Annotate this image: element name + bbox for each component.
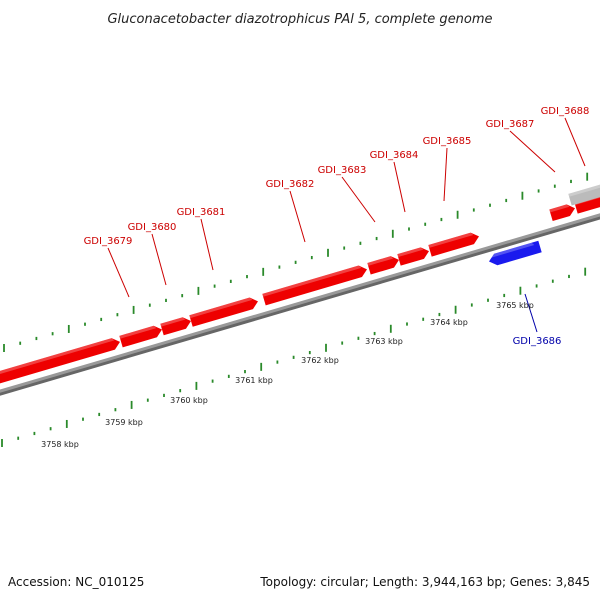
- gene-arrow-gdi-3684[interactable]: [397, 245, 430, 266]
- ruler-label: 3763 kbp: [365, 337, 403, 346]
- backbone-shadow: [0, 214, 600, 396]
- gene-arrow-body: [189, 297, 259, 327]
- ruler-label: 3762 kbp: [301, 356, 339, 365]
- leader-line-gdi-3681: [200, 218, 214, 271]
- gene-features: [0, 184, 600, 386]
- gene-label-gdi-3686[interactable]: GDI_3686: [513, 336, 562, 347]
- gene-arrow-body: [160, 317, 191, 336]
- ruler-label: 3760 kbp: [170, 396, 208, 405]
- gene-arrow-highlight: [428, 232, 474, 248]
- gene-arrow-gdi-3685[interactable]: [428, 231, 480, 257]
- gene-arrow-highlight: [0, 338, 115, 378]
- ruler-label: 3759 kbp: [105, 418, 143, 427]
- gene-arrow-gdi-3686[interactable]: [487, 240, 542, 267]
- label-leader-lines: [107, 117, 586, 333]
- leader-line-gdi-3680: [151, 233, 167, 286]
- ruler-labels: 3758 kbp 3759 kbp 3760 kbp 3761 kbp 3762 kbp…: [41, 301, 534, 449]
- gene-arrow-highlight: [487, 242, 535, 259]
- gene-arrow-highlight: [189, 297, 253, 319]
- gene-label-gdi-3684[interactable]: GDI_3684: [370, 150, 419, 161]
- gene-arrow-highlight: [397, 247, 424, 258]
- gene-arrow-body: [574, 194, 600, 214]
- gene-arrow-highlight: [262, 265, 362, 297]
- gene-label-gdi-3683[interactable]: GDI_3683: [318, 165, 367, 176]
- accession-text: Accession: NC_010125: [8, 575, 144, 589]
- leader-line-gdi-3687: [509, 130, 556, 173]
- gene-arrow-gdi-3681[interactable]: [160, 315, 192, 336]
- gene-label-gdi-3680[interactable]: GDI_3680: [128, 222, 177, 233]
- gene-arrow-body: [119, 325, 163, 348]
- ruler-label: 3758 kbp: [41, 440, 79, 449]
- ruler-label: 3764 kbp: [430, 318, 468, 327]
- gene-label-gdi-3679[interactable]: GDI_3679: [84, 236, 133, 247]
- gene-arrow-body: [489, 240, 542, 266]
- gene-label-gdi-3685[interactable]: GDI_3685: [423, 136, 472, 147]
- gene-arrow-highlight: [119, 325, 157, 339]
- ruler-label: 3761 kbp: [235, 376, 273, 385]
- leader-line-gdi-3688: [564, 117, 586, 167]
- tick-row-upper: [3, 172, 589, 352]
- leader-line-gdi-3685: [443, 147, 448, 202]
- leader-line-gdi-3686: [524, 293, 538, 333]
- gene-arrow-highlight: [160, 317, 186, 327]
- gene-arrow-gdi-3687[interactable]: [549, 202, 576, 222]
- genome-backbone: [0, 213, 600, 396]
- gene-arrow-highlight: [549, 204, 570, 213]
- gene-arrow-gdi-3682[interactable]: [262, 264, 368, 306]
- gene-label-gdi-3682[interactable]: GDI_3682: [266, 179, 315, 190]
- gene-arrow-body: [262, 265, 367, 306]
- gene-label-gdi-3688[interactable]: GDI_3688: [541, 106, 590, 117]
- gene-arrow-gdi-3679[interactable]: [0, 336, 122, 386]
- gene-label-gdi-3681[interactable]: GDI_3681: [177, 207, 226, 218]
- gene-arrow-gdi-3680[interactable]: [119, 324, 163, 348]
- gene-arrow-body: [397, 247, 429, 266]
- leader-line-gdi-3679: [107, 247, 130, 298]
- gene-label-gdi-3687[interactable]: GDI_3687: [486, 119, 535, 130]
- gene-arrow-highlight: [568, 184, 600, 197]
- leader-line-gdi-3683: [341, 176, 376, 223]
- gene-arrow-gdi-3683[interactable]: [367, 254, 400, 275]
- tick-row-lower: [1, 267, 587, 447]
- leader-line-gdi-3684: [393, 161, 406, 213]
- gene-arrow-body: [428, 232, 479, 257]
- backbone-line: [0, 213, 600, 393]
- gene-arrow-body: [549, 204, 575, 222]
- map-title: Gluconacetobacter diazotrophicus PAl 5, …: [107, 12, 492, 27]
- leader-line-gdi-3682: [289, 190, 306, 243]
- gene-arrow-highlight: [367, 256, 394, 266]
- gene-arrow-body: [367, 256, 399, 275]
- gene-arrow-body: [0, 338, 121, 386]
- gene-arrow-gdi-3681[interactable]: [189, 296, 259, 327]
- genome-summary-text: Topology: circular; Length: 3,944,163 bp…: [259, 575, 590, 589]
- ruler-label: 3765 kbp: [496, 301, 534, 310]
